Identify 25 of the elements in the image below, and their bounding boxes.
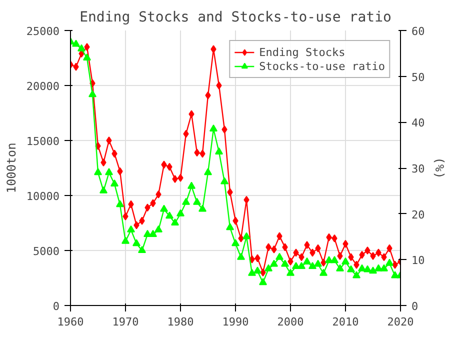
x-tick-label: 1960: [57, 316, 84, 328]
y2-tick-label: 50: [412, 70, 425, 84]
y-tick-label: 25000: [26, 25, 60, 38]
x-tick-label: 1990: [222, 316, 249, 328]
x-tick-label: 2010: [332, 316, 359, 328]
legend-label: Stocks-to-use ratio: [259, 59, 385, 73]
y-tick-label: 10000: [26, 190, 60, 203]
y-tick-label: 15000: [26, 135, 60, 148]
y2-tick-label: 30: [412, 162, 425, 176]
x-tick-label: 2020: [387, 316, 414, 328]
y2-tick-label: 0: [412, 300, 418, 313]
legend-label: Ending Stocks: [259, 45, 346, 59]
y2-axis-title: (%): [432, 157, 447, 179]
y-tick-label: 20000: [26, 80, 60, 93]
y-tick-label: 5000: [33, 245, 60, 258]
y-tick-label: 0: [52, 300, 60, 313]
x-tick-label: 1980: [167, 316, 194, 328]
y2-tick-label: 60: [412, 25, 425, 38]
y2-tick-label: 10: [412, 254, 425, 268]
y2-tick-label: 20: [412, 208, 425, 222]
y2-tick-label: 40: [412, 116, 425, 130]
x-tick-label: 1970: [112, 316, 139, 328]
y-axis-title: 1000ton: [4, 142, 18, 194]
chart-title: Ending Stocks and Stocks-to-use ratio: [80, 10, 392, 26]
x-tick-label: 2000: [277, 316, 304, 328]
